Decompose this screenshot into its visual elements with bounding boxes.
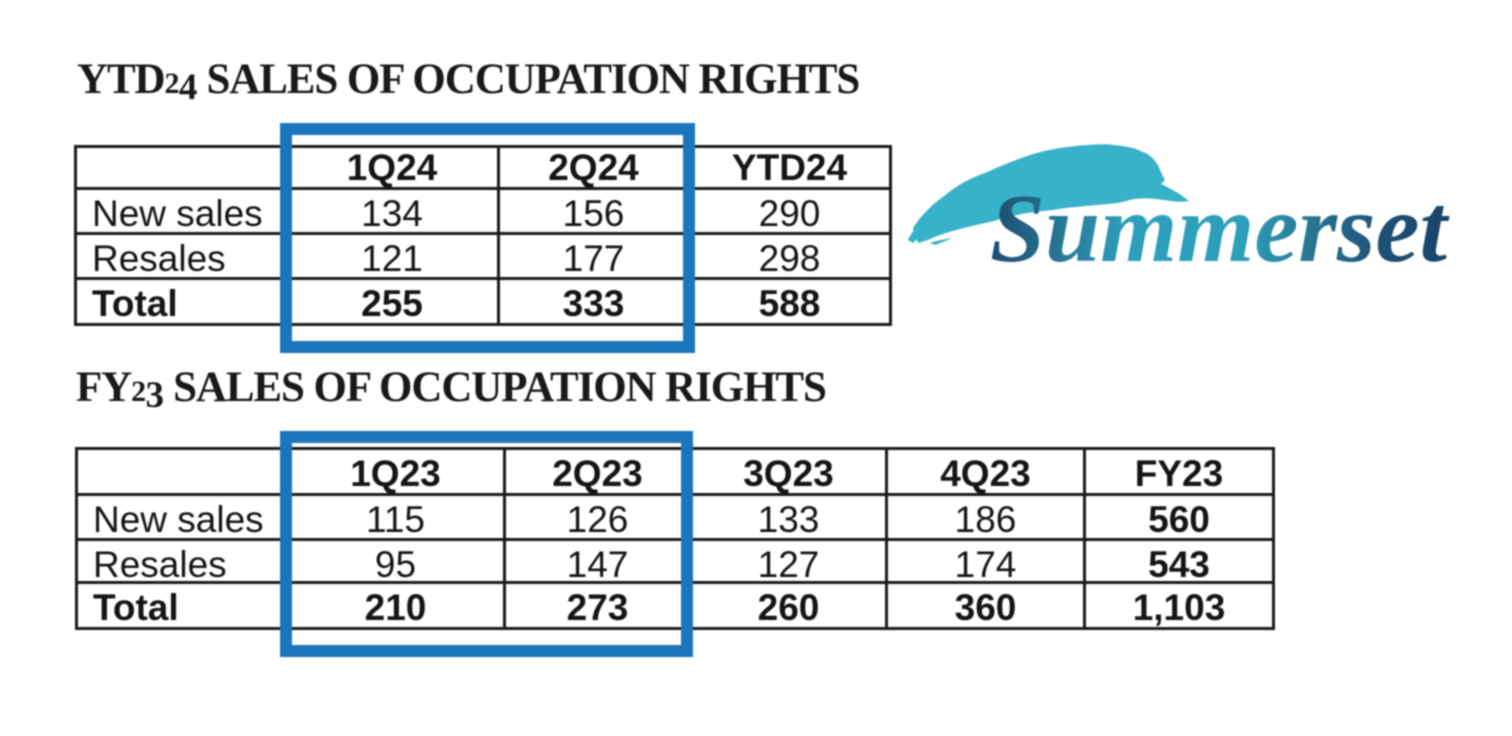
- svg-text:Summerset: Summerset: [990, 175, 1450, 283]
